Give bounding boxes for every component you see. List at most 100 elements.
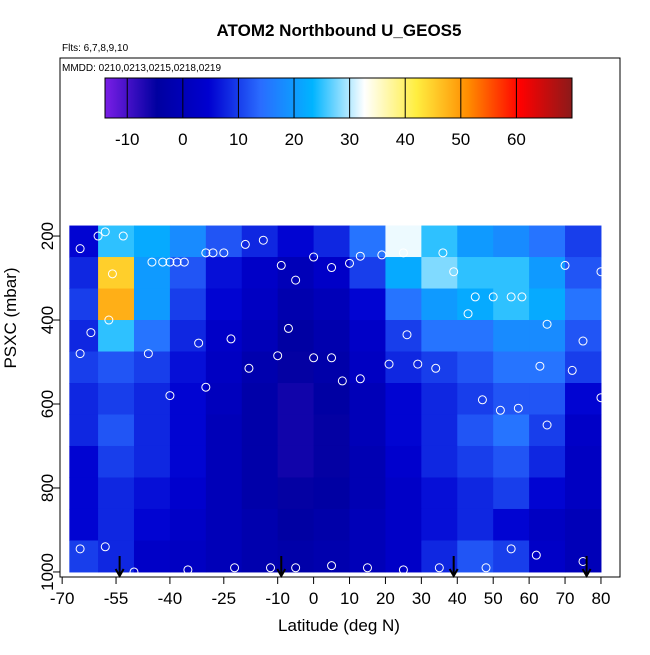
flight-point — [226, 334, 236, 344]
heat-cell — [421, 383, 458, 415]
flight-point — [291, 275, 301, 285]
heat-cell — [169, 288, 207, 321]
heat-cell — [277, 320, 315, 353]
flight-point — [449, 267, 459, 277]
heat-cell — [169, 414, 207, 447]
heat-cell — [529, 477, 566, 510]
heat-cell — [349, 225, 386, 258]
heat-cell — [385, 477, 422, 510]
x-tick-label: 80 — [592, 589, 611, 608]
flight-point — [567, 365, 577, 375]
heat-cell — [565, 225, 602, 258]
heat-cell — [421, 477, 458, 510]
heat-cell — [241, 257, 279, 290]
flight-point — [355, 374, 365, 384]
x-tick-label: -70 — [50, 589, 75, 608]
flight-point — [513, 403, 523, 413]
heat-cell — [457, 288, 494, 321]
heat-cell — [98, 414, 135, 447]
heat-cell — [169, 540, 207, 573]
heat-cell — [69, 383, 99, 415]
axes: -70 -55 -40 -25 -10 0 10 20 30 40 50 60 70 8020040060… — [38, 57, 621, 608]
flight-point — [201, 248, 211, 258]
flight-arrow — [581, 556, 592, 579]
heat-cell — [349, 445, 386, 478]
heat-cell — [349, 508, 386, 541]
x-tick-label: 60 — [520, 589, 539, 608]
heat-cell — [277, 445, 315, 478]
heat-cell — [69, 477, 99, 510]
flight-point — [535, 361, 545, 371]
heat-cell — [313, 508, 351, 541]
heat-cell — [421, 225, 458, 258]
heat-cell — [457, 540, 494, 573]
x-tick-label: 0 — [309, 589, 318, 608]
heat-cell — [565, 257, 602, 290]
heat-cell — [385, 508, 422, 541]
heat-cell — [133, 383, 171, 415]
x-tick-label: 20 — [376, 589, 395, 608]
heat-cell — [241, 477, 279, 510]
flight-point — [291, 563, 301, 573]
colorbar-tick-label: 30 — [340, 130, 359, 149]
flight-point — [100, 542, 110, 552]
heat-cell — [69, 508, 99, 541]
flight-arrow — [448, 556, 459, 579]
flight-point — [488, 292, 498, 302]
heat-cell — [205, 288, 243, 321]
flight-point — [438, 248, 448, 258]
heat-cell — [133, 414, 171, 447]
heat-cell — [205, 477, 243, 510]
heat-cell — [565, 320, 602, 353]
heat-cell — [205, 320, 243, 353]
heat-cell — [349, 477, 386, 510]
heat-cell — [241, 508, 279, 541]
flight-point — [542, 420, 552, 430]
heat-cell — [493, 414, 530, 447]
heat-cell — [565, 445, 602, 478]
heat-cell — [529, 445, 566, 478]
heat-cell — [133, 351, 171, 384]
y-axis-label: PSXC (mbar) — [1, 267, 20, 368]
flight-point — [194, 338, 204, 348]
flight-point — [398, 565, 408, 575]
flight-point — [276, 260, 286, 270]
heat-cell — [98, 540, 135, 573]
heatmap — [69, 225, 606, 577]
heat-cell — [385, 540, 422, 573]
flight-point — [107, 269, 117, 279]
heat-cell — [69, 257, 99, 290]
heat-cell — [457, 508, 494, 541]
heat-cell — [169, 508, 207, 541]
x-tick-label: 70 — [556, 589, 575, 608]
y-tick-label: 400 — [38, 306, 57, 334]
flight-point — [179, 257, 189, 267]
flight-point — [477, 395, 487, 405]
heat-cell — [169, 225, 207, 258]
heat-cell — [313, 288, 351, 321]
heat-cell — [313, 540, 351, 573]
heat-cell — [385, 383, 422, 415]
heat-cell — [133, 508, 171, 541]
heat-cell — [69, 414, 99, 447]
colorbar-tick-label: 0 — [178, 130, 187, 149]
heat-cell — [205, 257, 243, 290]
heat-cell — [529, 225, 566, 258]
colorbar-tick-label: 10 — [229, 130, 248, 149]
heat-cell — [385, 445, 422, 478]
flight-point — [172, 257, 182, 267]
flight-point — [309, 252, 319, 262]
heat-cell — [205, 383, 243, 415]
x-tick-label: 40 — [448, 589, 467, 608]
heat-cell — [565, 508, 602, 541]
heat-cell — [493, 257, 530, 290]
colorbar-scale — [104, 77, 573, 119]
heat-cell — [421, 320, 458, 353]
heat-cell — [565, 383, 602, 415]
heat-cell — [493, 320, 530, 353]
flight-point — [542, 319, 552, 329]
colorbar-tick-label: -10 — [115, 130, 140, 149]
heat-cell — [205, 414, 243, 447]
flight-point — [265, 563, 275, 573]
heat-cell — [98, 288, 135, 321]
